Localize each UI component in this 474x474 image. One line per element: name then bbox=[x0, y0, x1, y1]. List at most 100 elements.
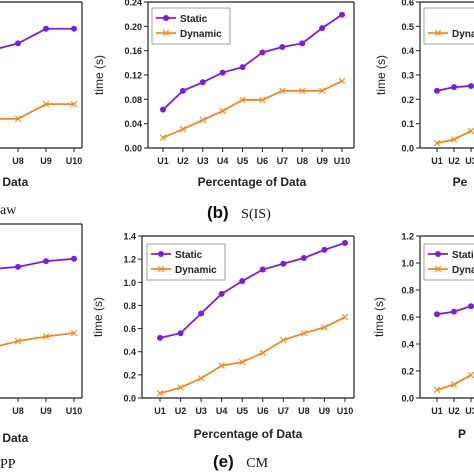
x-axis-label: of Data bbox=[0, 175, 29, 189]
legend: Static Dynamic bbox=[146, 243, 226, 281]
data-point-static bbox=[219, 69, 226, 76]
legend-marker bbox=[158, 251, 164, 257]
data-point-dynamic bbox=[42, 100, 50, 108]
data-point-dynamic bbox=[298, 87, 306, 95]
caption-b: (b) S(IS) bbox=[207, 203, 271, 223]
x-tick-label: U10 bbox=[66, 406, 83, 416]
x-tick-label: U7 bbox=[277, 156, 289, 166]
data-point-static bbox=[15, 40, 21, 47]
y-tick-label: 1.2 bbox=[401, 232, 414, 242]
x-tick-label: U2 bbox=[177, 156, 189, 166]
x-tick-label: U5 bbox=[236, 406, 248, 416]
y-tick-label: 0.0 bbox=[401, 394, 414, 404]
x-tick-label: U1 bbox=[154, 406, 166, 416]
series-line-dynamic bbox=[436, 374, 472, 391]
data-point-static bbox=[434, 87, 440, 94]
x-tick-label: U6 bbox=[257, 156, 269, 166]
chart-panel-e: 0.0 0.2 0.4 0.6 0.8 1.0 1.2 1.4 U1 U2 U3 U4 U5 U6 U7 U8… bbox=[91, 232, 355, 441]
series-line-dynamic bbox=[0, 103, 74, 120]
y-tick-label: 0.4 bbox=[123, 347, 136, 357]
data-point-dynamic bbox=[321, 324, 328, 331]
data-point-static bbox=[279, 44, 286, 51]
data-point-dynamic bbox=[14, 337, 22, 345]
x-tick-label: U4 bbox=[216, 406, 228, 416]
data-point-static bbox=[43, 258, 49, 265]
y-tick-label: 0.24 bbox=[124, 0, 142, 8]
data-point-dynamic bbox=[156, 390, 164, 397]
x-axis-label: Pe bbox=[453, 175, 468, 189]
legend-marker bbox=[434, 265, 442, 273]
legend-label: Static bbox=[452, 250, 474, 261]
x-tick-label: U9 bbox=[319, 406, 331, 416]
y-tick-label: 1.0 bbox=[401, 259, 414, 269]
y-tick-label: 0.4 bbox=[401, 46, 414, 56]
data-point-static bbox=[451, 308, 457, 315]
legend: Static Dynamic bbox=[423, 243, 474, 281]
x-tick-label: U10 bbox=[337, 406, 354, 416]
caption-e-name: CM bbox=[246, 456, 269, 471]
series-line-dynamic bbox=[436, 130, 472, 145]
x-tick-label: U1 bbox=[157, 156, 169, 166]
y-tick-label: 0.6 bbox=[123, 324, 136, 334]
data-point-static bbox=[43, 25, 49, 32]
legend-marker bbox=[434, 29, 442, 37]
chart-panel-a-partial: U6U7U8U9U10of Data bbox=[0, 1, 83, 189]
y-tick-label: 0.2 bbox=[401, 95, 414, 105]
x-tick-label: U8 bbox=[12, 156, 24, 166]
x-tick-label: U9 bbox=[316, 156, 328, 166]
y-tick-label: 0.1 bbox=[401, 119, 414, 129]
data-point-dynamic bbox=[218, 362, 225, 369]
x-tick-label: U8 bbox=[296, 156, 308, 166]
data-point-static bbox=[468, 82, 474, 89]
data-point-static bbox=[160, 106, 166, 113]
data-point-dynamic bbox=[341, 313, 349, 321]
data-point-static bbox=[15, 263, 21, 270]
x-tick-label: U5 bbox=[237, 156, 249, 166]
chart-panel-d-partial: U6U7U8U9U10of Data bbox=[0, 223, 83, 445]
y-tick-label: 0.20 bbox=[124, 22, 142, 32]
x-tick-label: U3 bbox=[465, 406, 474, 416]
data-point-static bbox=[259, 49, 266, 56]
caption-d: PP bbox=[0, 455, 16, 473]
y-tick-label: 0.8 bbox=[401, 286, 414, 296]
data-point-static bbox=[339, 11, 345, 18]
y-tick-label: 0.8 bbox=[123, 301, 136, 311]
caption-b-name: S(IS) bbox=[241, 207, 271, 222]
data-point-static bbox=[218, 290, 225, 297]
legend: Static Dynamic bbox=[151, 7, 231, 45]
data-point-static bbox=[239, 278, 246, 285]
x-axis-label: of Data bbox=[0, 431, 29, 445]
data-point-dynamic bbox=[433, 386, 441, 394]
legend-box bbox=[423, 243, 474, 281]
data-point-static bbox=[451, 84, 457, 91]
data-point-dynamic bbox=[467, 127, 474, 135]
y-tick-label: 0.5 bbox=[401, 22, 414, 32]
y-tick-label: 0.0 bbox=[401, 144, 414, 154]
x-tick-label: U4 bbox=[217, 156, 229, 166]
data-point-static bbox=[280, 260, 287, 267]
y-tick-label: 0.0 bbox=[123, 394, 136, 404]
y-axis-label: time (s) bbox=[374, 55, 388, 95]
caption-e-letter: (e) bbox=[213, 452, 234, 471]
legend-label: Static bbox=[180, 14, 208, 25]
data-point-dynamic bbox=[179, 125, 187, 133]
legend-marker bbox=[162, 29, 170, 37]
data-point-dynamic bbox=[259, 349, 267, 357]
data-point-dynamic bbox=[177, 384, 184, 391]
data-point-static bbox=[300, 254, 307, 261]
legend-box bbox=[151, 7, 231, 45]
data-point-static bbox=[239, 64, 246, 71]
legend-label: Dynamic bbox=[175, 265, 217, 276]
caption-a: aw bbox=[0, 201, 16, 219]
legend-marker bbox=[435, 251, 441, 257]
legend-marker bbox=[157, 265, 165, 273]
caption-e: (e) CM bbox=[213, 452, 268, 472]
y-tick-label: 0.3 bbox=[401, 71, 414, 81]
y-axis-label: time (s) bbox=[372, 297, 386, 337]
legend-label: Dynamic bbox=[452, 265, 474, 276]
legend-label: Static bbox=[175, 250, 203, 261]
data-point-dynamic bbox=[433, 139, 441, 147]
series-line-static bbox=[0, 257, 75, 270]
